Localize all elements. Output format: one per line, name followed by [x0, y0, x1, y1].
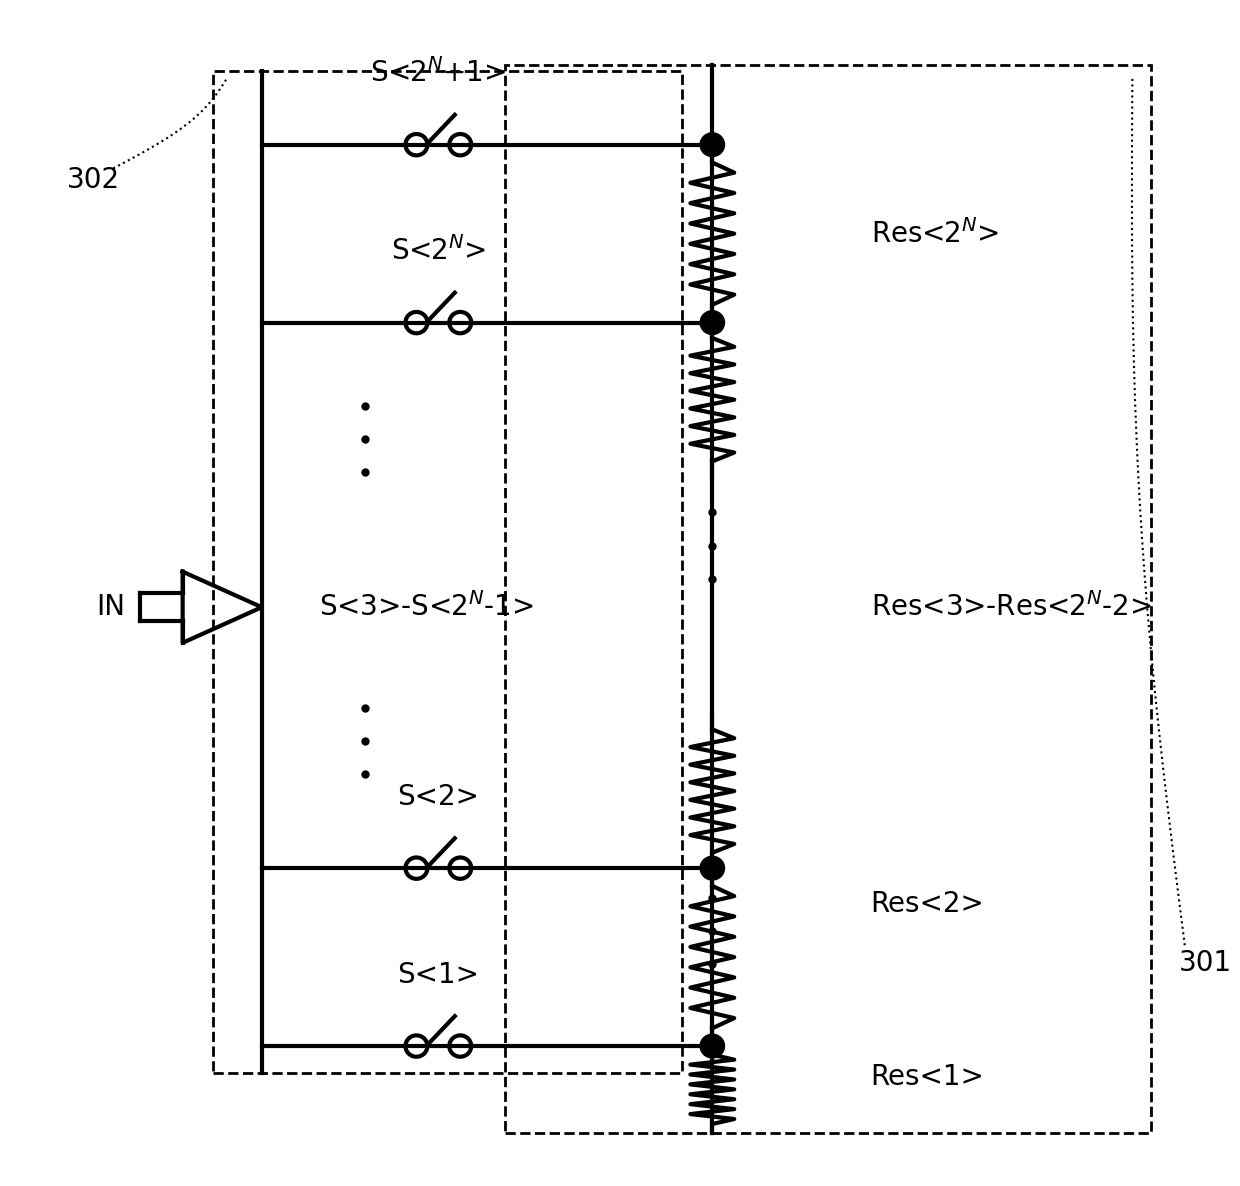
Text: Res<1>: Res<1>	[870, 1064, 985, 1091]
Bar	[506, 65, 1151, 1133]
Circle shape	[701, 133, 724, 157]
Text: Res<3>-Res<2$^N$-2>: Res<3>-Res<2$^N$-2>	[870, 592, 1152, 623]
Circle shape	[701, 1034, 724, 1058]
Text: 302: 302	[67, 166, 120, 195]
Circle shape	[701, 311, 724, 334]
Text: S<2$^N$+1>: S<2$^N$+1>	[371, 58, 506, 88]
Bar	[213, 71, 682, 1073]
Text: Res<2>: Res<2>	[870, 890, 985, 918]
Text: S<2$^N$>: S<2$^N$>	[391, 236, 486, 266]
Text: S<2>: S<2>	[397, 783, 480, 811]
Text: S<3>-S<2$^N$-1>: S<3>-S<2$^N$-1>	[319, 592, 533, 623]
Circle shape	[701, 856, 724, 880]
Text: Res<2$^N$>: Res<2$^N$>	[870, 218, 998, 249]
Text: S<1>: S<1>	[397, 961, 480, 989]
Text: 301: 301	[1179, 949, 1231, 977]
Text: IN: IN	[97, 593, 125, 621]
